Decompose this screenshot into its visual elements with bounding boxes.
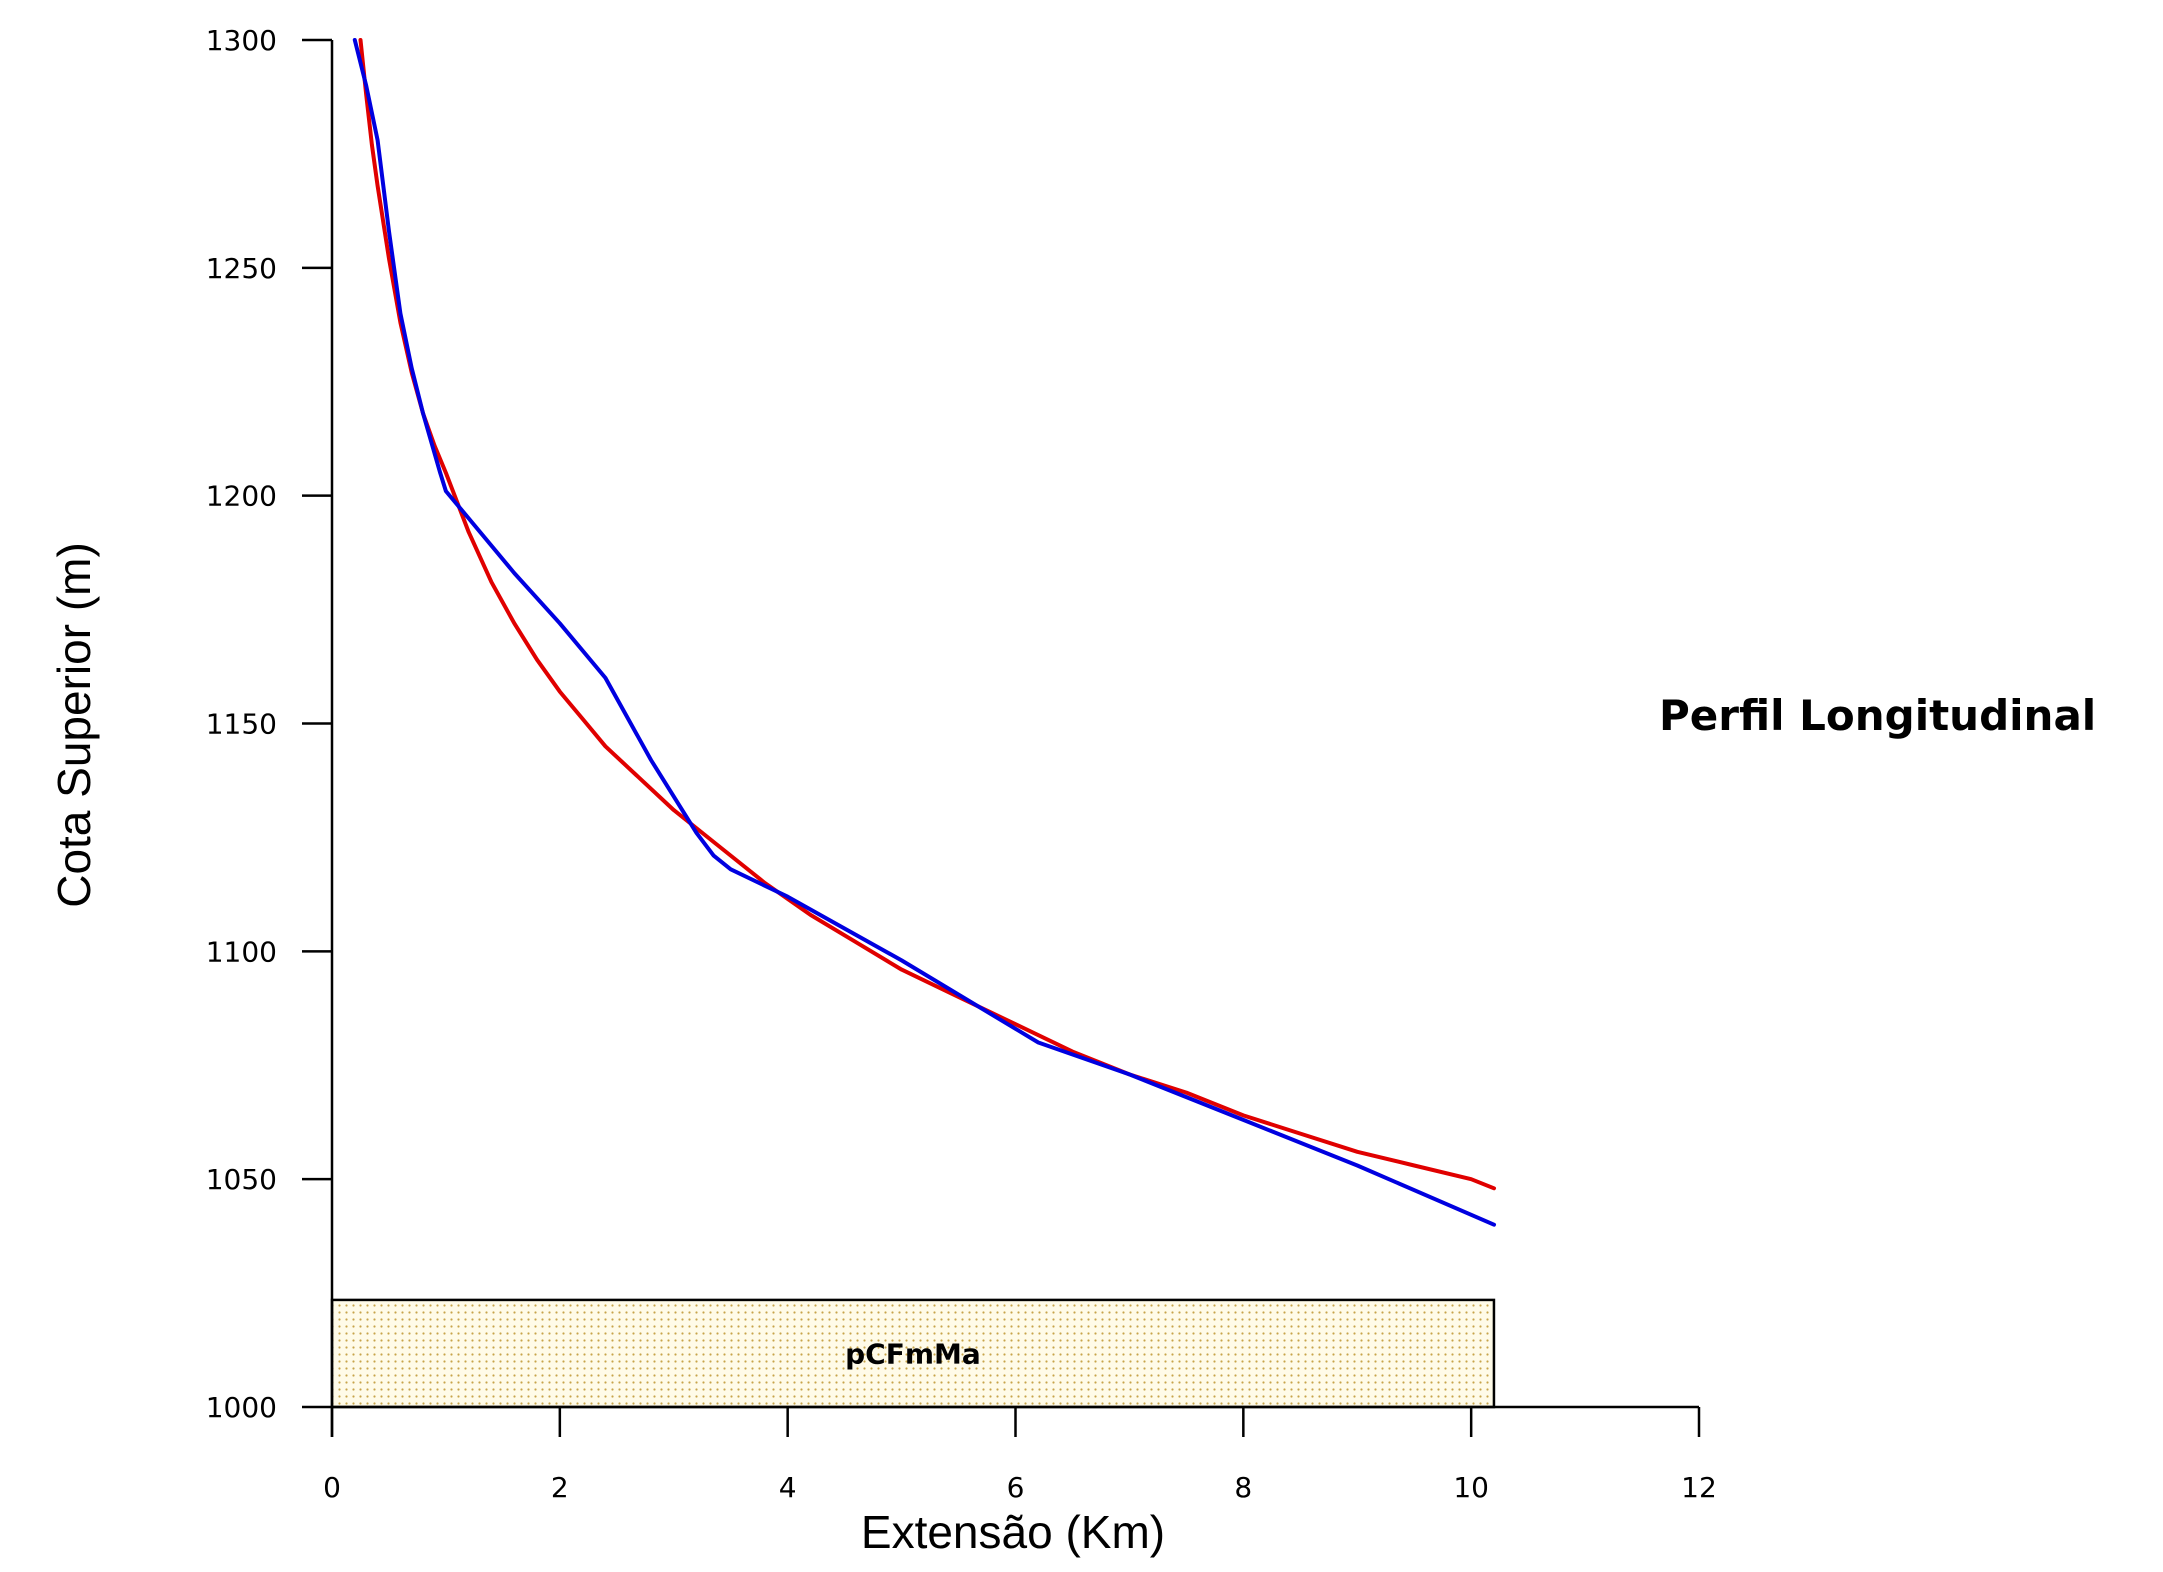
x-tick-label: 2 [551, 1471, 569, 1504]
x-tick-label: 0 [323, 1471, 341, 1504]
y-tick-label: 1150 [206, 708, 277, 741]
y-tick-label: 1000 [206, 1391, 277, 1424]
x-tick-label: 12 [1681, 1471, 1717, 1504]
chart-title: Perfil Longitudinal [1659, 691, 2096, 740]
series-line-1 [358, 38, 1496, 1191]
x-axis-title: Extensão (Km) [861, 1506, 1165, 1558]
series-layer [352, 38, 1496, 1227]
y-tick-label: 1100 [206, 935, 277, 968]
y-tick-label: 1300 [206, 24, 277, 57]
geology-unit-box: pCFmMa [330, 1298, 1496, 1409]
x-ticks: 0 2 4 6 8 10 12 [323, 1407, 1717, 1504]
x-tick-label: 6 [1007, 1471, 1025, 1504]
x-axis: 0 2 4 6 8 10 12 [323, 1405, 1717, 1504]
y-tick-label: 1200 [206, 480, 277, 513]
y-axis: 1000 1050 1100 1150 1200 1250 1300 [206, 24, 334, 1437]
y-tick-label: 1250 [206, 252, 277, 285]
y-tick-label: 1050 [206, 1163, 277, 1196]
geology-unit-rect [330, 1298, 1496, 1409]
x-tick-label: 10 [1453, 1471, 1489, 1504]
y-ticks: 1000 1050 1100 1150 1200 1250 1300 [206, 24, 332, 1424]
geology-unit-label: pCFmMa [845, 1337, 981, 1370]
y-axis-title: Cota Superior (m) [48, 542, 100, 908]
x-tick-label: 8 [1234, 1471, 1252, 1504]
series-line-2 [352, 38, 1496, 1227]
x-tick-label: 4 [779, 1471, 797, 1504]
